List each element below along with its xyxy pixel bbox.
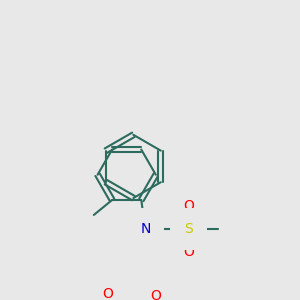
Text: O: O: [183, 245, 194, 260]
Text: O: O: [103, 287, 113, 300]
Text: S: S: [184, 222, 193, 236]
Text: N: N: [140, 222, 151, 236]
Text: O: O: [183, 199, 194, 213]
Text: O: O: [150, 290, 161, 300]
